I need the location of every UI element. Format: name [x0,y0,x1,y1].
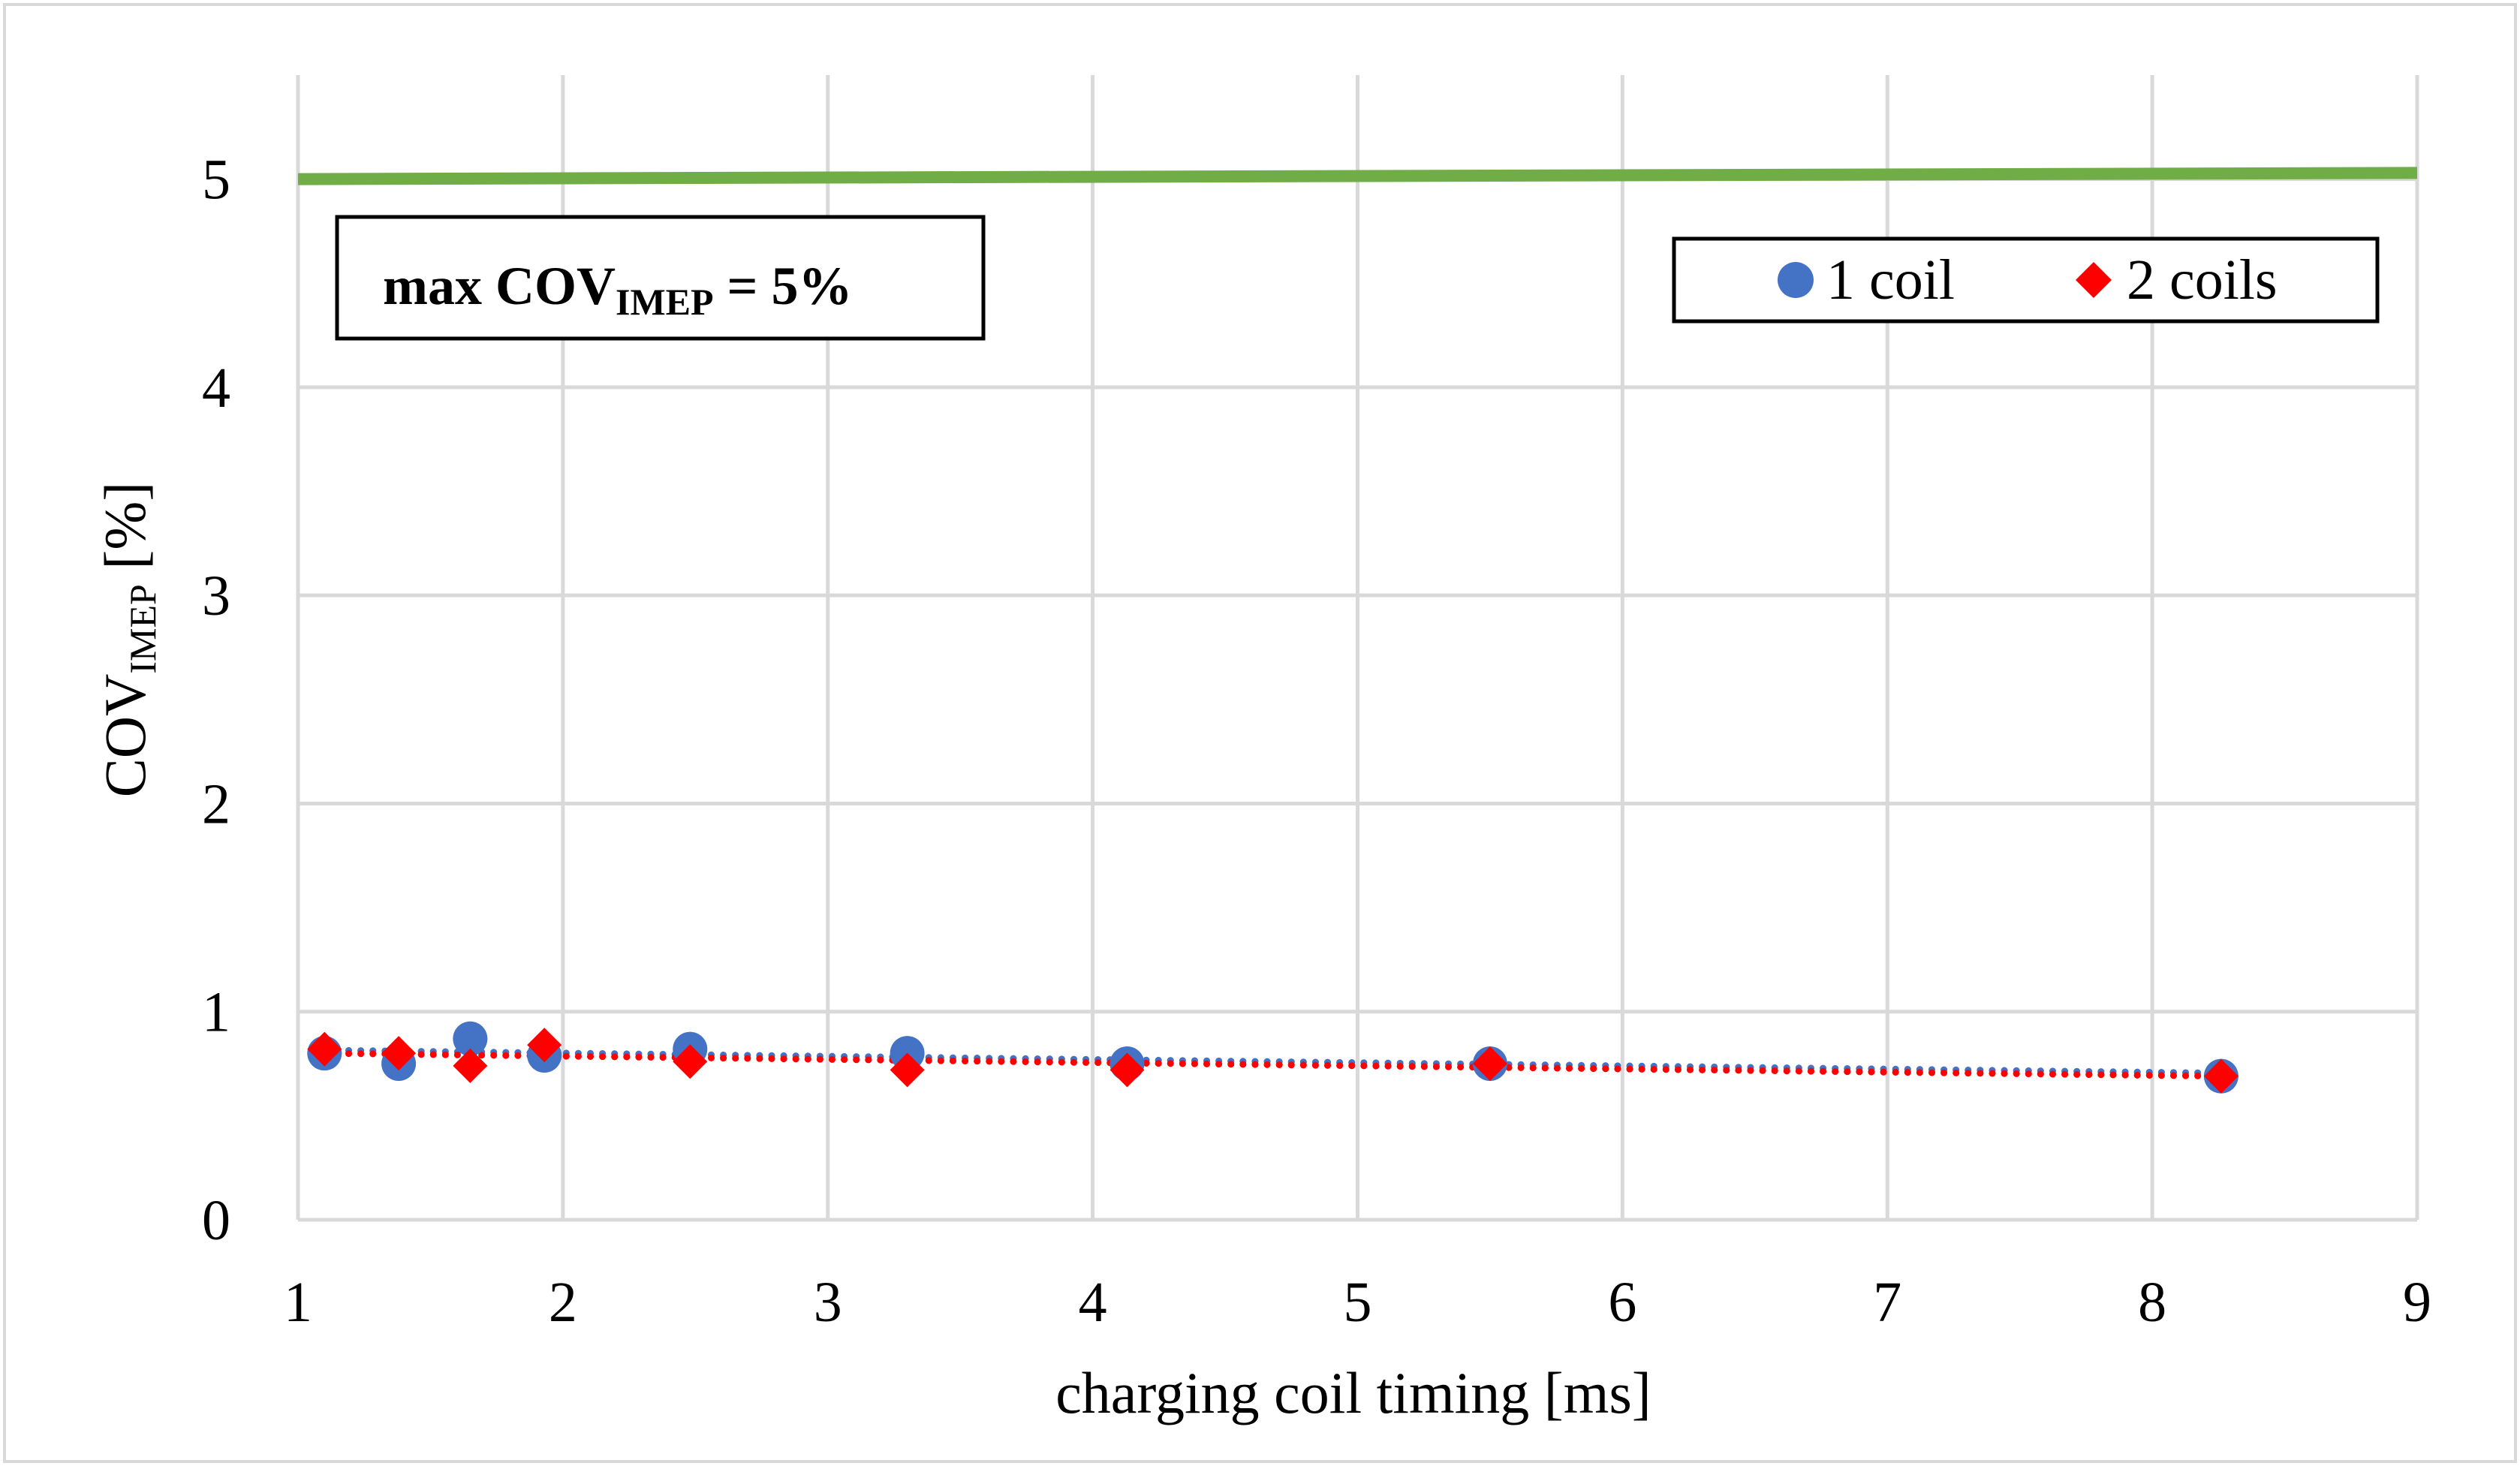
y-axis-ticks: 0 1 2 3 4 5 [202,149,230,1252]
point-1-coil-3 [453,1021,488,1056]
y-tick-label-4: 4 [202,357,230,420]
y-tick-label-3: 3 [202,564,230,628]
annotation-text: max COVIMEP = 5% [383,256,853,323]
y-tick-label-2: 2 [202,772,230,835]
trendlines [321,1046,2225,1080]
point-2-coils-2 [381,1036,417,1071]
legend-label-2-coils: 2 coils [2127,248,2278,312]
x-tick-label-4: 4 [1079,1271,1107,1334]
x-axis-ticks: 1 2 3 4 5 6 7 8 9 [284,1271,2431,1334]
annotation-box [335,215,986,341]
x-tick-label-5: 5 [1344,1271,1372,1334]
y-axis-title: COVIMEP [%] [92,482,164,798]
point-2-coils-6 [890,1052,925,1088]
x-tick-label-9: 9 [2403,1271,2431,1334]
trendline-series-2 [321,1049,2225,1080]
point-2-coils-3 [453,1048,488,1083]
y-tick-label-0: 0 [202,1189,230,1252]
x-tick-label-6: 6 [1608,1271,1636,1334]
x-tick-label-3: 3 [814,1271,842,1334]
data-points [307,1021,2238,1094]
legend: 1 coil 2 coils [1672,236,2380,324]
legend-label-1-coil: 1 coil [1826,248,1955,312]
x-tick-label-1: 1 [284,1271,312,1334]
point-2-coils-1 [307,1031,342,1067]
point-2-coils-5 [673,1044,708,1079]
point-2-coils-9 [2203,1058,2238,1094]
y-tick-label-5: 5 [202,149,230,212]
y-tick-label-1: 1 [202,981,230,1044]
point-2-coils-4 [527,1028,562,1063]
x-axis-title: charging coil timing [ms] [1055,1360,1651,1425]
trendline-series-1 [321,1046,2225,1077]
legend-marker-2-coils [2076,262,2112,298]
point-2-coils-7 [1109,1052,1145,1088]
x-tick-label-8: 8 [2138,1271,2166,1334]
max-cov-reference-line [297,167,2418,185]
point-2-coils-8 [1472,1046,1507,1082]
legend-marker-1-coil [1778,262,1814,298]
max-cov-annotation: max COVIMEP = 5% [335,215,986,341]
x-tick-label-2: 2 [549,1271,577,1334]
x-tick-label-7: 7 [1873,1271,1901,1334]
